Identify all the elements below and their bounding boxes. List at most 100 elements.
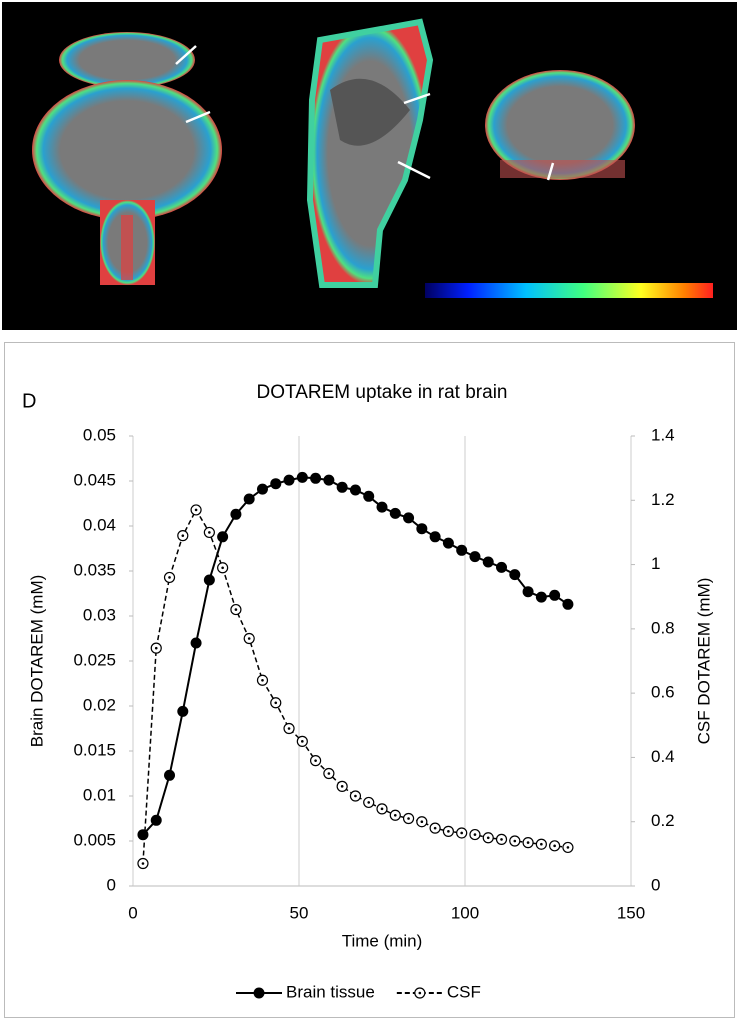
y2-axis-label: CSF DOTAREM (mM) [694, 578, 713, 745]
y-tick-label: 0.045 [73, 470, 116, 489]
point-center [234, 608, 238, 611]
point [389, 507, 401, 519]
colorbar-max: 0.3 mM [663, 257, 710, 273]
point-center [460, 831, 463, 835]
point [549, 589, 561, 601]
point-center [513, 839, 517, 843]
x-axis-label: Time (min) [342, 931, 423, 950]
point-center [553, 844, 556, 848]
legend-marker [253, 987, 265, 999]
annotation: Hypothalamus [432, 193, 522, 209]
point [190, 637, 202, 649]
point [283, 474, 295, 486]
y-tick-label: 0.05 [83, 425, 116, 444]
point [323, 474, 335, 486]
x-tick-label: 100 [451, 903, 479, 922]
point-center [526, 841, 530, 844]
y-tick-label: 0.02 [83, 695, 116, 714]
x-tick-label: 50 [290, 903, 309, 922]
point-center [407, 817, 410, 820]
panel-label: A [30, 21, 42, 40]
point [336, 481, 348, 493]
point-center [367, 801, 371, 804]
point-center [566, 846, 570, 849]
point-center [168, 576, 171, 579]
y2-tick-label: 1.4 [651, 425, 675, 444]
point-center [540, 842, 543, 846]
point [496, 561, 508, 573]
chart-title: DOTAREM uptake in rat brain [257, 382, 508, 403]
point-center [261, 678, 264, 682]
x-tick-label: 150 [617, 903, 645, 922]
point-center [221, 566, 224, 570]
point [296, 471, 308, 483]
brain-b [306, 18, 434, 288]
point [310, 472, 322, 484]
point [137, 829, 149, 841]
point-center [274, 701, 278, 705]
point [482, 556, 494, 568]
y2-tick-label: 0.8 [651, 618, 675, 637]
point-center [327, 772, 331, 775]
y2-tick-label: 1.2 [651, 490, 675, 509]
point [363, 490, 375, 502]
point-center [181, 534, 185, 537]
point-center [354, 794, 357, 798]
point-center [141, 862, 145, 865]
annotation: CB [188, 29, 207, 45]
point [243, 493, 255, 505]
point-center [287, 727, 291, 730]
point [256, 483, 268, 495]
panel-label: B [288, 21, 299, 40]
panel-label: D [22, 390, 36, 412]
y-axis-label: Brain DOTAREM (mM) [27, 575, 46, 748]
point-center [380, 807, 384, 811]
point-center [418, 991, 422, 995]
panel-label: C [488, 21, 500, 40]
arrows [175, 45, 555, 181]
point [217, 531, 229, 543]
point [349, 484, 361, 496]
annotation: Hip [212, 88, 233, 104]
point-center [473, 833, 477, 836]
y-tick-label: 0.01 [83, 785, 116, 804]
point [270, 478, 282, 490]
point-center [301, 740, 304, 743]
point-center [433, 826, 437, 830]
colorbar-min: 0 [432, 257, 440, 273]
point-center [420, 820, 424, 824]
point-center [247, 637, 251, 640]
point [442, 537, 454, 549]
chart-frame [4, 342, 735, 1018]
point [522, 586, 534, 598]
annotation: Pons [434, 83, 466, 99]
y-tick-label: 0.035 [73, 560, 116, 579]
point-center [154, 646, 158, 650]
point-center [340, 785, 344, 788]
point-center [393, 813, 397, 817]
point [203, 574, 215, 586]
point [562, 598, 574, 610]
point [416, 523, 428, 535]
point [177, 705, 189, 717]
point [509, 569, 521, 581]
y-tick-label: 0.015 [73, 740, 116, 759]
point [469, 551, 481, 563]
y-tick-label: 0.03 [83, 605, 116, 624]
y2-tick-label: 1 [651, 554, 660, 573]
point [456, 544, 468, 556]
point-center [194, 508, 198, 512]
point-center [314, 759, 317, 762]
y-tick-label: 0.04 [83, 515, 116, 534]
y2-tick-label: 0.6 [651, 683, 675, 702]
legend-label: CSF [447, 982, 481, 1001]
point [535, 591, 547, 603]
point [230, 508, 242, 520]
y-tick-label: 0 [107, 875, 116, 894]
y2-tick-label: 0 [651, 875, 660, 894]
point [376, 501, 388, 513]
y2-tick-label: 0.4 [651, 747, 675, 766]
legend-label: Brain tissue [286, 982, 375, 1001]
y2-tick-label: 0.2 [651, 811, 675, 830]
